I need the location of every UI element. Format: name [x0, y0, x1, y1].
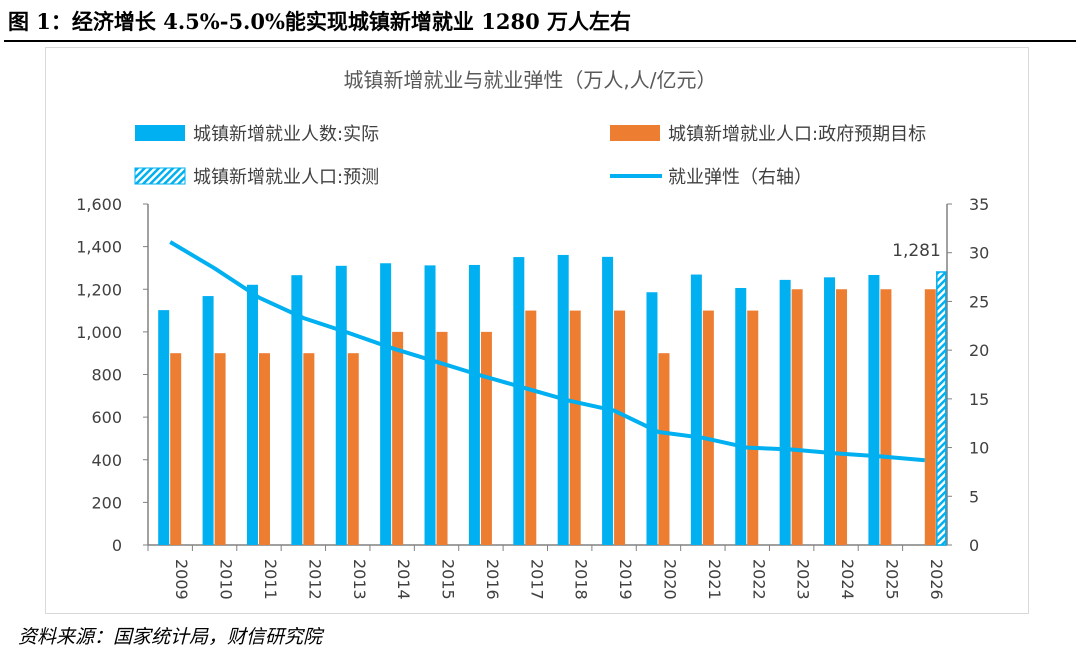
x-tick-label: 2020: [660, 559, 679, 600]
x-tick-label: 2018: [572, 559, 591, 600]
x-tick-label: 2009: [172, 559, 191, 600]
x-tick-label: 2015: [439, 559, 458, 600]
y-right-tick-label: 25: [969, 292, 989, 311]
bar-actual: [335, 265, 347, 545]
line-elasticity: [169, 240, 925, 463]
bar-target: [347, 353, 359, 545]
legend-label: 城镇新增就业人口:政府预期目标: [668, 124, 926, 145]
legend-label: 就业弹性（右轴）: [668, 167, 812, 188]
bar-actual: [424, 265, 436, 545]
chart-frame: [45, 47, 1029, 614]
bar-actual: [646, 292, 658, 545]
y-right-tick-label: 15: [969, 390, 989, 409]
y-right-tick-label: 5: [969, 487, 979, 506]
y-left-tick-label: 600: [91, 408, 122, 427]
bar-target: [658, 353, 670, 545]
x-tick-label: 2017: [527, 559, 546, 600]
bar-target: [702, 310, 714, 545]
bar-target: [480, 331, 492, 545]
data-label-forecast: 1,281: [892, 241, 941, 261]
bar-actual: [246, 284, 258, 545]
bar-target: [214, 353, 226, 545]
x-tick-label: 2025: [882, 559, 901, 600]
bar-actual: [690, 274, 702, 545]
legend-label: 城镇新增就业人数:实际: [193, 124, 379, 145]
x-tick-label: 2011: [261, 559, 280, 600]
bar-forecast: [936, 271, 947, 546]
x-tick-label: 2013: [350, 559, 369, 600]
legend-swatch: [610, 125, 660, 141]
bar-actual: [602, 256, 614, 545]
y-left-tick-label: 1,400: [76, 238, 122, 257]
bar-actual: [291, 275, 303, 545]
bar-target: [569, 310, 581, 545]
bar-actual: [735, 287, 747, 545]
bar-actual: [158, 310, 170, 545]
bar-target: [924, 289, 936, 545]
bar-actual: [513, 257, 525, 545]
figure-title: 图 1：经济增长 4.5%-5.0%能实现城镇新增就业 1280 万人左右: [8, 9, 631, 34]
legend-label: 城镇新增就业人口:预测: [193, 167, 379, 188]
x-tick-label: 2010: [217, 559, 236, 600]
bar-actual: [868, 274, 880, 545]
bar-target: [303, 353, 315, 545]
source-note: 资料来源：国家统计局，财信研究院: [18, 626, 323, 648]
x-tick-label: 2014: [394, 559, 413, 600]
y-left-tick-label: 400: [91, 451, 122, 470]
bar-target: [791, 289, 803, 545]
y-right-tick-label: 35: [969, 195, 989, 214]
bar-target: [836, 289, 848, 545]
bar-target: [525, 310, 537, 545]
y-right-tick-label: 10: [969, 439, 989, 458]
bar-target: [170, 353, 182, 545]
x-tick-label: 2016: [483, 559, 502, 600]
x-tick-label: 2024: [838, 559, 857, 600]
bar-actual: [824, 277, 836, 545]
bar-target: [614, 310, 626, 545]
y-left-tick-label: 1,000: [76, 323, 122, 342]
x-tick-label: 2019: [616, 559, 635, 600]
y-right-tick-label: 0: [969, 536, 979, 555]
legend-swatch: [135, 125, 185, 141]
x-tick-label: 2026: [927, 559, 946, 600]
y-right-tick-label: 30: [969, 244, 989, 263]
chart-title: 城镇新增就业与就业弹性（万人,人/亿元）: [343, 68, 716, 92]
bar-actual: [468, 264, 480, 545]
bar-target: [258, 353, 270, 545]
bar-target: [436, 331, 448, 545]
y-right-tick-label: 20: [969, 341, 989, 360]
y-left-tick-label: 200: [91, 493, 122, 512]
y-left-tick-label: 1,600: [76, 195, 122, 214]
bar-actual: [779, 279, 791, 545]
y-left-tick-label: 1,200: [76, 280, 122, 299]
bar-target: [747, 310, 759, 545]
bar-actual: [380, 263, 392, 545]
x-tick-label: 2022: [749, 559, 768, 600]
y-left-tick-label: 0: [112, 536, 122, 555]
x-tick-label: 2021: [705, 559, 724, 600]
x-tick-label: 2012: [305, 559, 324, 600]
x-tick-label: 2023: [794, 559, 813, 600]
title-rule: [4, 40, 1076, 42]
bar-target: [392, 331, 404, 545]
bar-target: [880, 289, 892, 545]
legend-swatch: [134, 167, 186, 185]
bar-actual: [202, 296, 214, 545]
y-left-tick-label: 800: [91, 366, 122, 385]
